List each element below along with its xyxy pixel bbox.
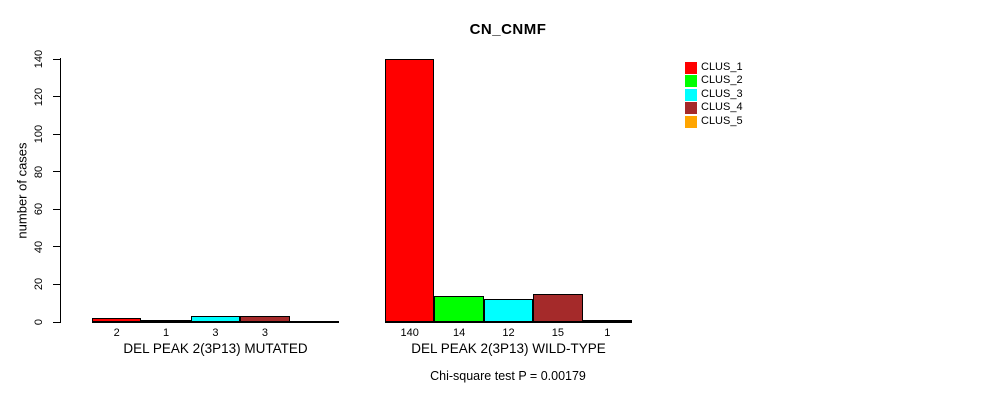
bar-clus_4 [533, 294, 583, 322]
y-tick-label: 0 [33, 318, 45, 326]
bar-clus_1 [385, 59, 435, 322]
bar-value-label: 3 [261, 327, 268, 339]
y-tick-label: 40 [33, 240, 45, 254]
bar-value-label: 1 [604, 327, 611, 339]
bar-value-label: 15 [551, 327, 564, 339]
y-tick-label: 120 [33, 87, 45, 107]
y-tick-label: 100 [33, 124, 45, 144]
chi-square-note: Chi-square test P = 0.00179 [430, 369, 586, 383]
legend-swatch-clus_2 [685, 75, 697, 87]
bar-clus_5 [582, 320, 632, 322]
bar-clus_3 [483, 299, 534, 322]
legend-label: CLUS_1 [701, 61, 743, 73]
legend-label: CLUS_4 [701, 101, 743, 113]
y-tick [53, 209, 60, 210]
y-tick [53, 284, 60, 285]
y-tick [53, 134, 60, 135]
legend-swatch-clus_5 [685, 116, 697, 128]
legend-swatch-clus_4 [685, 102, 697, 114]
y-axis [60, 58, 61, 323]
bar-value-label: 14 [452, 327, 466, 339]
bar-value-label: 3 [212, 327, 219, 339]
legend-swatch-clus_3 [685, 89, 697, 101]
chart-title: CN_CNMF [469, 21, 547, 38]
bar-clus_3 [190, 316, 241, 322]
group-baseline [385, 321, 632, 323]
y-tick-label: 20 [33, 277, 45, 291]
y-tick-label: 140 [33, 49, 45, 69]
legend-label: CLUS_2 [701, 74, 743, 86]
x-axis-group-label: DEL PEAK 2(3P13) WILD-TYPE [411, 341, 606, 356]
y-tick [53, 96, 60, 97]
bar-value-label: 140 [400, 327, 419, 339]
y-tick [53, 59, 60, 60]
y-tick [53, 322, 60, 323]
legend-label: CLUS_5 [701, 115, 743, 127]
bar-clus_1 [92, 318, 142, 322]
y-tick-label: 80 [33, 165, 45, 179]
legend-label: CLUS_3 [701, 88, 743, 100]
bar-clus_4 [240, 316, 290, 322]
y-tick [53, 171, 60, 172]
bar-value-label: 12 [502, 327, 515, 339]
bar-value-label: 2 [113, 327, 120, 339]
bar-clus_2 [434, 296, 484, 322]
bar-value-label: 1 [163, 327, 170, 339]
bar-clus_2 [141, 320, 191, 322]
y-tick-label: 60 [33, 202, 45, 216]
x-axis-group-label: DEL PEAK 2(3P13) MUTATED [123, 341, 308, 356]
group-baseline [92, 321, 339, 323]
legend-swatch-clus_1 [685, 62, 697, 74]
y-tick [53, 246, 60, 247]
y-axis-label: number of cases [14, 142, 30, 239]
